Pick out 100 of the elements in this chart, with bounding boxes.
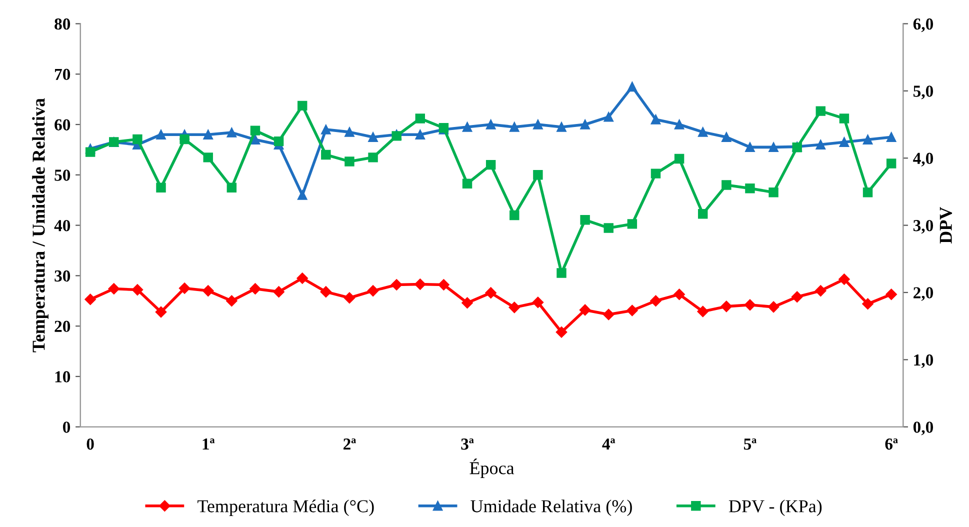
point — [580, 120, 590, 130]
point — [862, 134, 873, 144]
x-tick-label: 0 — [86, 438, 94, 450]
point — [274, 136, 284, 146]
point — [108, 283, 120, 294]
x-tick-label: 6ª — [885, 438, 898, 450]
point — [556, 268, 566, 278]
y2-tick-label: 4,0 — [913, 152, 934, 166]
point — [155, 306, 167, 318]
point — [722, 132, 732, 142]
point — [604, 223, 614, 233]
point — [486, 120, 496, 130]
point — [744, 299, 756, 311]
point — [250, 126, 260, 136]
point — [533, 120, 543, 130]
point — [674, 154, 684, 164]
y2-tick-label: 0,0 — [913, 422, 934, 436]
point — [815, 285, 826, 296]
point — [580, 215, 590, 225]
point — [390, 279, 402, 290]
y-tick-label: 80 — [54, 18, 70, 30]
y2-tick-label: 1,0 — [914, 354, 934, 368]
point — [674, 288, 685, 300]
point — [344, 127, 354, 137]
point — [156, 130, 166, 140]
y-tick-label: 10 — [55, 371, 70, 382]
point — [226, 128, 237, 138]
point — [791, 291, 803, 302]
point — [697, 306, 708, 318]
y2-axis-title: DPV — [940, 206, 952, 244]
point — [178, 282, 190, 294]
point — [698, 127, 708, 137]
point — [722, 180, 732, 190]
point — [84, 294, 96, 305]
y2-tick-label: 6,0 — [913, 18, 934, 32]
point — [415, 114, 426, 124]
point — [768, 142, 778, 152]
point — [203, 130, 213, 140]
point — [296, 272, 308, 284]
point — [627, 219, 638, 229]
point — [132, 134, 142, 144]
y-tick-label: 70 — [54, 68, 70, 80]
point — [839, 114, 850, 124]
point — [321, 124, 331, 134]
point — [650, 114, 661, 124]
point — [297, 190, 308, 200]
point — [745, 142, 755, 152]
point — [368, 152, 378, 162]
point — [202, 285, 214, 296]
y-tick-label: 30 — [54, 270, 70, 282]
y-tick-label: 20 — [54, 320, 70, 332]
y-tick-label: 50 — [54, 170, 70, 181]
point — [862, 188, 873, 198]
point — [839, 137, 850, 148]
y-axis-title: Temperatura / Umidade Relativa — [32, 98, 48, 352]
point — [720, 300, 732, 312]
point — [510, 210, 520, 220]
point — [415, 130, 426, 140]
point — [367, 285, 379, 296]
point — [368, 132, 378, 142]
point — [650, 168, 661, 178]
point — [486, 160, 496, 170]
x-tick-label: 1ª — [202, 438, 215, 450]
point — [838, 274, 850, 285]
point — [886, 132, 896, 142]
point — [508, 302, 520, 314]
point — [816, 106, 826, 116]
point — [414, 278, 426, 290]
x-tick-label: 2ª — [344, 438, 356, 450]
point — [250, 134, 260, 144]
point — [745, 183, 755, 194]
legend-label: Umidade Relativa (%) — [470, 500, 632, 516]
point — [273, 286, 284, 298]
y2-tick-label: 3,0 — [913, 220, 934, 234]
legend-label: Temperatura Média (°C) — [198, 500, 374, 516]
x-tick-label: 3ª — [461, 438, 474, 450]
point — [627, 82, 638, 92]
x-tick-label: 5ª — [744, 438, 756, 450]
x-axis-title: Época — [470, 458, 514, 478]
point — [862, 298, 874, 310]
point — [674, 120, 684, 130]
point — [886, 288, 897, 300]
point — [698, 209, 708, 219]
point — [768, 188, 778, 198]
point — [226, 182, 237, 193]
point — [556, 122, 566, 132]
point — [226, 295, 238, 306]
point — [579, 304, 591, 316]
point — [85, 147, 96, 157]
y2-tick-label: 5,0 — [913, 86, 934, 100]
point — [556, 326, 568, 338]
point — [250, 283, 261, 294]
point — [886, 158, 896, 168]
point — [462, 122, 472, 132]
point — [344, 292, 356, 304]
point — [132, 284, 144, 296]
point — [392, 131, 402, 141]
y-tick-label: 40 — [54, 220, 70, 232]
point — [768, 301, 780, 313]
point — [462, 178, 472, 188]
